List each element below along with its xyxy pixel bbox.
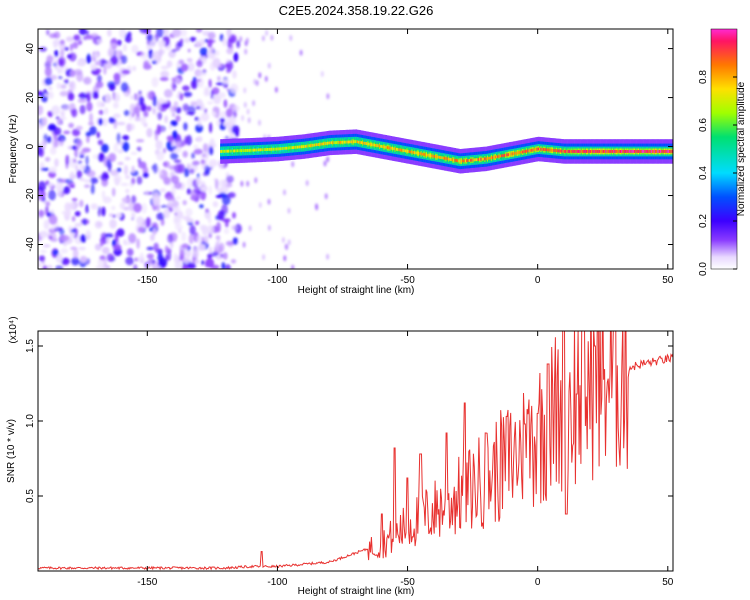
colorbar-tick-label: 0.4 [698,166,709,180]
colorbar-ticks: 0.0 0.2 0.4 0.6 0.8 [698,70,737,276]
spectrogram-y-ticks: -40 -20 0 20 40 [25,43,673,252]
spectrogram-image [38,29,673,269]
snr-panel: -150 -100 -50 0 50 0.5 1.0 1.5 Height of strai… [6,316,674,597]
x-tick-label: -100 [267,275,287,286]
spectrogram-x-label: Height of straight line (km) [298,285,415,296]
x-tick-label: -100 [267,577,287,588]
x-tick-label: -50 [400,275,415,286]
y-tick-label: 1.5 [25,339,36,353]
x-tick-label: 0 [535,577,541,588]
colorbar-tick-label: 0.0 [698,262,709,276]
y-tick-label: 0.5 [25,489,36,503]
colorbar-gradient [710,28,738,270]
y-tick-label: 0 [25,143,36,149]
colorbar-tick-label: 0.8 [698,70,709,84]
chart-title: C2E5.2024.358.19.22.G26 [279,3,434,18]
y-tick-label: 20 [25,92,36,104]
y-tick-label: -20 [25,188,36,203]
spectrogram-panel: -150 -100 -50 0 50 -40 -20 0 20 40 Height of str… [8,28,674,296]
colorbar-tick-label: 0.2 [698,214,709,228]
y-tick-label: 40 [25,43,36,55]
x-tick-label: 50 [662,275,674,286]
x-tick-label: -50 [400,577,415,588]
colorbar-tick-label: 0.6 [698,118,709,132]
snr-frame [37,330,674,572]
x-tick-label: 0 [535,275,541,286]
spectrogram-x-ticks: -150 -100 -50 0 50 [137,29,674,286]
spectrogram-frame [37,28,674,270]
x-tick-label: 50 [662,577,674,588]
snr-x-label: Height of straight line (km) [298,586,415,597]
snr-x-ticks: -150 -100 -50 0 50 [137,331,674,588]
snr-y-ticks: 0.5 1.0 1.5 [25,339,673,503]
snr-series [38,331,673,571]
spectrogram-y-label: Frequency (Hz) [8,115,19,184]
x-tick-label: -150 [137,275,157,286]
colorbar-label: Normalized spectral amplitude [736,81,747,216]
y-tick-label: 1.0 [25,414,36,428]
snr-y-label: SNR (10 * v/v) [6,419,17,483]
snr-line [38,331,673,571]
snr-y-scale: (x10⁴) [8,316,19,343]
y-tick-label: -40 [25,237,36,252]
x-tick-label: -150 [137,577,157,588]
colorbar: 0.0 0.2 0.4 0.6 0.8 Normalized spectral ampl… [698,28,747,276]
